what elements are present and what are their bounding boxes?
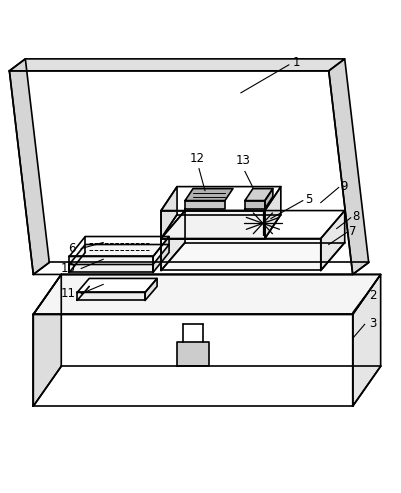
Polygon shape	[264, 189, 272, 209]
Polygon shape	[161, 211, 344, 239]
Text: 10: 10	[60, 262, 75, 275]
Polygon shape	[176, 342, 209, 366]
Text: 11: 11	[60, 287, 75, 300]
Text: 13: 13	[235, 154, 250, 168]
Polygon shape	[77, 292, 145, 300]
Polygon shape	[69, 256, 153, 273]
Polygon shape	[352, 275, 380, 406]
Text: 7: 7	[348, 225, 355, 238]
Polygon shape	[69, 245, 169, 264]
Polygon shape	[33, 275, 380, 315]
Polygon shape	[77, 279, 157, 292]
Polygon shape	[161, 187, 176, 239]
Polygon shape	[69, 237, 169, 256]
Polygon shape	[244, 201, 264, 209]
Polygon shape	[161, 211, 184, 271]
Text: 1: 1	[292, 56, 300, 70]
Text: 9: 9	[340, 180, 347, 193]
Text: 5: 5	[304, 193, 312, 206]
Polygon shape	[184, 201, 225, 209]
Polygon shape	[320, 211, 344, 271]
Polygon shape	[33, 275, 380, 315]
Polygon shape	[244, 189, 272, 201]
Text: 12: 12	[189, 152, 204, 165]
Polygon shape	[161, 187, 280, 211]
Text: 3: 3	[368, 317, 375, 330]
Polygon shape	[153, 237, 169, 273]
Polygon shape	[9, 59, 49, 275]
Polygon shape	[184, 189, 232, 201]
Polygon shape	[145, 279, 157, 300]
Polygon shape	[9, 71, 352, 275]
Polygon shape	[328, 59, 368, 275]
Polygon shape	[33, 275, 61, 406]
Polygon shape	[33, 315, 352, 406]
Polygon shape	[161, 239, 320, 271]
Text: 8: 8	[352, 210, 359, 223]
Polygon shape	[161, 211, 264, 239]
Polygon shape	[9, 59, 344, 71]
Text: 2: 2	[368, 289, 375, 302]
Text: 6: 6	[68, 242, 75, 255]
Polygon shape	[264, 187, 280, 239]
